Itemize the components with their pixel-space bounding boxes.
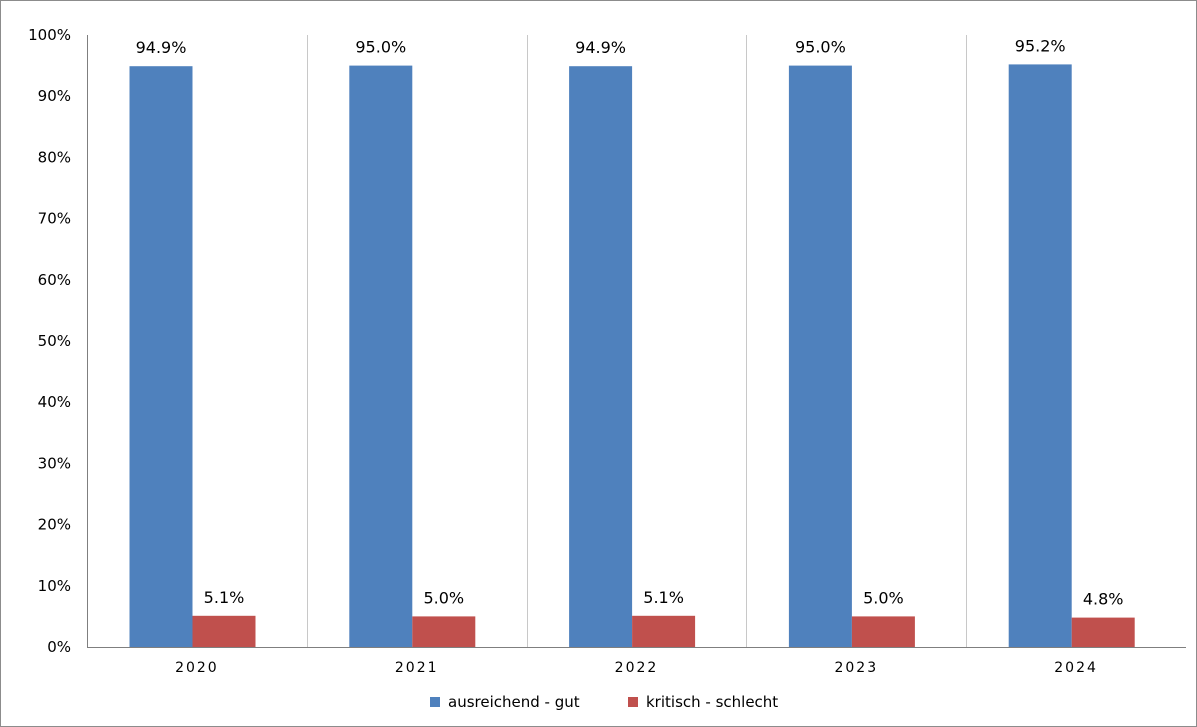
data-label: 5.1% <box>643 588 684 607</box>
bar-ausreichend-gut-2022 <box>569 66 633 647</box>
y-tick-label: 90% <box>38 87 71 105</box>
bar-ausreichend-gut-2024 <box>1008 64 1072 647</box>
x-tick-label: 2024 <box>1054 660 1098 676</box>
bar-kritisch-schlecht-2023 <box>851 616 915 647</box>
data-label: 94.9% <box>575 38 626 57</box>
data-label: 5.1% <box>204 588 245 607</box>
legend-swatch-ausreichend-gut <box>430 697 440 707</box>
bar-kritisch-schlecht-2024 <box>1071 617 1135 647</box>
y-tick-label: 100% <box>28 26 71 44</box>
y-tick-label: 20% <box>38 516 71 534</box>
y-tick-label: 80% <box>38 148 71 166</box>
y-tick-label: 60% <box>38 271 71 289</box>
y-tick-label: 40% <box>38 393 71 411</box>
data-label: 95.0% <box>795 38 846 57</box>
bar-ausreichend-gut-2021 <box>349 65 413 648</box>
data-label: 95.0% <box>355 38 406 57</box>
bar-ausreichend-gut-2020 <box>129 66 193 647</box>
y-tick-label: 70% <box>38 210 71 228</box>
bar-kritisch-schlecht-2021 <box>412 616 476 647</box>
data-label: 5.0% <box>423 588 464 607</box>
x-tick-label: 2022 <box>615 660 659 676</box>
x-tick-label: 2023 <box>834 660 878 676</box>
legend-label-ausreichend-gut: ausreichend - gut <box>448 693 580 711</box>
data-label: 5.0% <box>863 588 904 607</box>
legend-label-kritisch-schlecht: kritisch - schlecht <box>646 693 778 711</box>
legend-swatch-kritisch-schlecht <box>628 697 638 707</box>
bar-kritisch-schlecht-2022 <box>632 615 696 647</box>
x-tick-label: 2021 <box>395 660 439 676</box>
data-label: 95.2% <box>1015 36 1066 55</box>
data-label: 94.9% <box>136 38 187 57</box>
y-tick-label: 0% <box>47 638 71 656</box>
y-tick-label: 50% <box>38 332 71 350</box>
bar-kritisch-schlecht-2020 <box>192 615 256 647</box>
bar-ausreichend-gut-2023 <box>788 65 852 648</box>
y-tick-label: 30% <box>38 454 71 472</box>
data-label: 4.8% <box>1083 590 1124 609</box>
y-tick-label: 10% <box>38 577 71 595</box>
x-tick-label: 2020 <box>175 660 219 676</box>
